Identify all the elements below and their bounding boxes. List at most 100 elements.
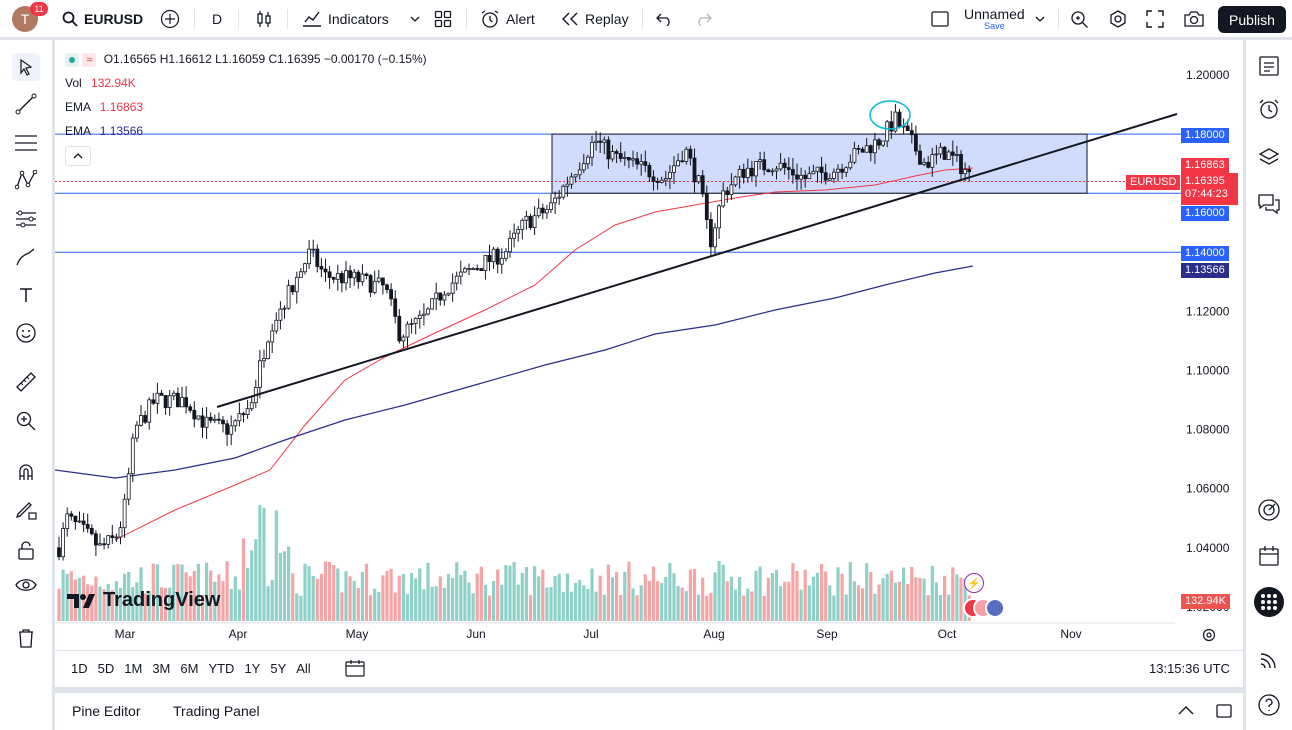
settings-button[interactable] <box>1108 0 1128 38</box>
publish-button[interactable]: Publish <box>1218 6 1286 33</box>
candle <box>233 419 238 432</box>
replay-button[interactable]: Replay <box>561 0 629 38</box>
candle-body <box>631 158 635 161</box>
fib-tool[interactable] <box>12 129 40 157</box>
collapse-legend-button[interactable] <box>65 146 91 166</box>
goto-date-button[interactable] <box>345 659 365 680</box>
clock[interactable]: 13:15:36 UTC <box>1149 661 1230 676</box>
price-chart[interactable]: 1.20000 1.12000 1.10000 1.08000 1.06000 1.040… <box>55 40 1243 650</box>
gear-icon <box>1202 628 1216 642</box>
draw-mode-tool[interactable] <box>12 496 40 524</box>
candle-body <box>262 358 266 362</box>
candle <box>176 387 180 408</box>
layers-icon <box>1258 148 1280 165</box>
layout-name[interactable]: Unnamed Save <box>964 0 1025 38</box>
ema-slow-legend[interactable]: EMA 1.13566 <box>65 124 143 138</box>
help-button[interactable] <box>1255 691 1283 719</box>
volume-bar <box>332 565 336 621</box>
range-ytd[interactable]: YTD <box>208 661 235 676</box>
emoji-tool[interactable] <box>12 319 40 347</box>
undo-button[interactable] <box>656 0 674 38</box>
layout-menu-button[interactable] <box>1034 0 1046 38</box>
quick-search-button[interactable] <box>1070 0 1090 38</box>
range-all[interactable]: All <box>296 661 311 676</box>
volume-bar <box>246 567 250 621</box>
volume-bar <box>106 583 110 621</box>
compare-button[interactable] <box>160 0 180 38</box>
volume-bar <box>442 588 446 621</box>
candle <box>577 162 582 180</box>
volume-bar <box>688 569 692 621</box>
chart-type-button[interactable] <box>255 0 273 38</box>
snapshot-button[interactable] <box>1183 0 1205 38</box>
volume-legend[interactable]: Vol 132.94K <box>65 76 136 90</box>
redo-button[interactable] <box>694 0 712 38</box>
watchlist-button[interactable] <box>1255 52 1283 80</box>
maximize-panel-button[interactable] <box>1215 702 1233 723</box>
volume-bar <box>438 576 442 621</box>
object-tree-button[interactable] <box>1255 143 1283 171</box>
range-1m[interactable]: 1M <box>124 661 143 676</box>
range-1y[interactable]: 1Y <box>244 661 261 676</box>
range-5y[interactable]: 5Y <box>270 661 287 676</box>
text-tool[interactable] <box>12 281 40 309</box>
collapse-panel-button[interactable] <box>1177 703 1195 719</box>
range-1d[interactable]: 1D <box>71 661 88 676</box>
candle-body <box>401 336 406 342</box>
economic-event-flags-icon[interactable] <box>963 598 1007 618</box>
interval-button[interactable]: D <box>212 0 222 38</box>
candle <box>307 240 312 269</box>
volume-bar <box>557 573 561 621</box>
pattern-tool[interactable] <box>12 166 40 194</box>
remove-drawings-tool[interactable] <box>12 624 40 652</box>
brush-tool[interactable] <box>12 243 40 271</box>
fullscreen-button[interactable] <box>1146 0 1164 38</box>
tab-pine-editor[interactable]: Pine Editor <box>72 703 141 719</box>
volume-bar <box>114 581 118 621</box>
volume-bar <box>418 568 422 621</box>
chats-button[interactable] <box>1255 189 1283 217</box>
candle-body <box>413 318 418 324</box>
range-3m[interactable]: 3M <box>152 661 171 676</box>
measure-tool[interactable] <box>12 368 40 396</box>
volume-bar <box>533 566 537 621</box>
indicators-button[interactable]: Indicators <box>302 0 421 38</box>
cursor-tool[interactable] <box>12 53 40 81</box>
forecast-tool[interactable] <box>12 205 40 233</box>
candle <box>212 414 217 424</box>
alerts-panel-button[interactable] <box>1255 95 1283 123</box>
apps-button[interactable] <box>1254 587 1284 617</box>
volume-bar <box>344 571 348 621</box>
templates-button[interactable] <box>434 0 452 38</box>
alert-button[interactable]: Alert <box>480 0 535 38</box>
volume-bar <box>348 576 352 621</box>
chevron-up-icon <box>73 153 83 159</box>
ema-fast-legend[interactable]: EMA 1.16863 <box>65 100 143 114</box>
range-6m[interactable]: 6M <box>180 661 199 676</box>
axis-settings-button[interactable] <box>1201 627 1219 645</box>
calendar-button[interactable] <box>1255 542 1283 570</box>
tab-trading-panel[interactable]: Trading Panel <box>173 703 260 719</box>
candle <box>791 158 795 184</box>
symbol-search[interactable]: EURUSD <box>62 0 143 38</box>
event-lightning-icon[interactable]: ⚡ <box>964 573 984 593</box>
hotlists-button[interactable] <box>1255 496 1283 524</box>
magnet-tool[interactable] <box>12 458 40 486</box>
range-5d[interactable]: 5D <box>97 661 115 676</box>
chart-pane[interactable]: 1.20000 1.12000 1.10000 1.08000 1.06000 1.040… <box>55 40 1243 650</box>
candle-body <box>229 425 234 435</box>
lock-tool[interactable] <box>12 536 40 564</box>
visibility-tool[interactable] <box>12 571 40 599</box>
candle-body <box>745 167 750 178</box>
zoom-tool[interactable] <box>12 407 40 435</box>
volume-bar <box>483 584 487 621</box>
volume-bar <box>471 593 475 621</box>
trendline-tool[interactable] <box>12 90 40 118</box>
candle <box>569 172 574 189</box>
stream-button[interactable] <box>1255 646 1283 674</box>
volume-bar <box>155 564 159 621</box>
candle-body <box>278 308 283 321</box>
layout-button[interactable] <box>930 0 950 38</box>
volume-bar <box>389 568 393 621</box>
volume-bar <box>508 565 512 621</box>
